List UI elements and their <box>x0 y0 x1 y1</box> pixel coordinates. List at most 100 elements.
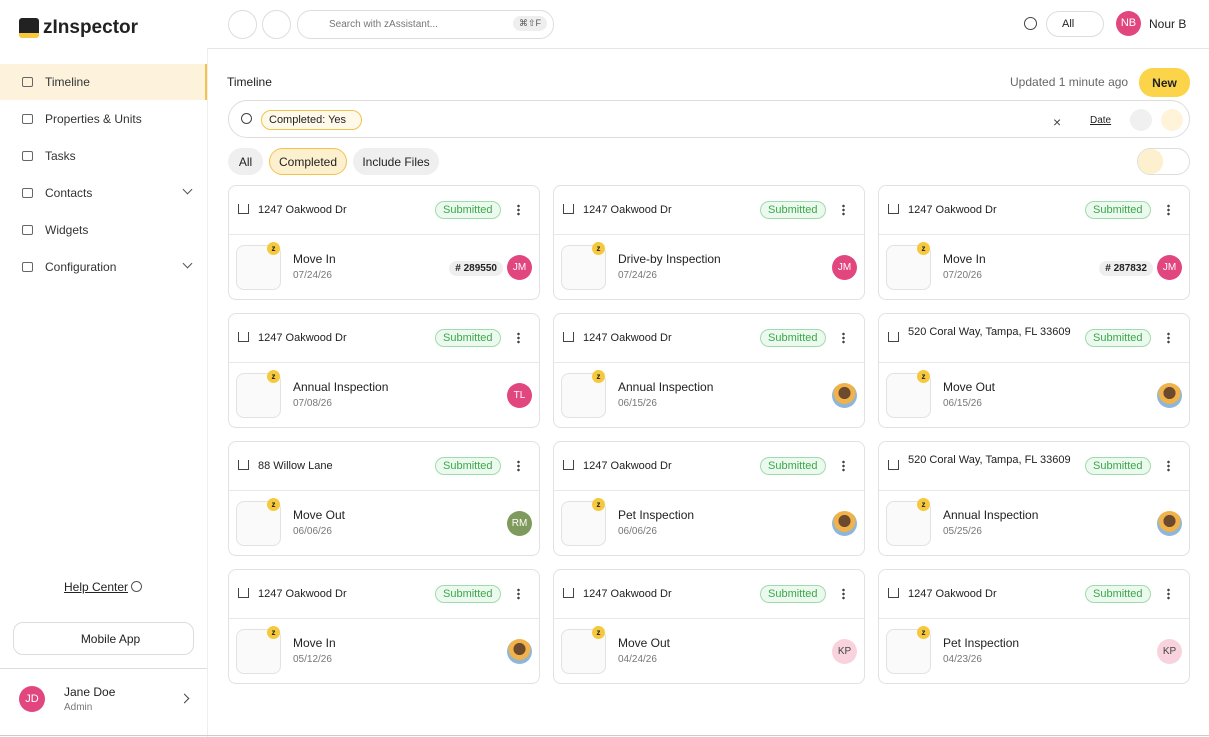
scope-select[interactable]: All <box>1046 11 1104 37</box>
clear-filters[interactable]: × <box>1053 114 1062 130</box>
card-header: 88 Willow Lane Submitted <box>229 442 539 491</box>
nav-item[interactable]: Timeline <box>0 64 207 100</box>
assignee-photo <box>1157 511 1182 536</box>
card[interactable]: 88 Willow Lane Submitted z Move Out 06/06/26… <box>228 441 540 556</box>
filter-chip[interactable]: Completed: Yes <box>261 110 362 130</box>
theme-toggle[interactable] <box>1024 17 1037 30</box>
more-menu[interactable] <box>517 588 520 600</box>
sidebar: zInspector Timeline Properties & Units Tas… <box>0 0 207 737</box>
home-button[interactable] <box>262 10 291 39</box>
nav-chevron <box>182 184 193 195</box>
nav-item[interactable]: Tasks <box>0 138 207 174</box>
user-chevron[interactable] <box>179 693 190 704</box>
address: 1247 Oakwood Dr <box>258 332 347 344</box>
card[interactable]: 1247 Oakwood Dr Submitted z Move In 05/12/26 <box>228 569 540 684</box>
inspection-date: 07/20/26 <box>943 270 982 281</box>
grid-view[interactable] <box>1138 149 1163 174</box>
settings-button[interactable] <box>1161 109 1183 131</box>
status: Submitted <box>1085 457 1151 475</box>
house-icon <box>563 332 574 342</box>
nav-item[interactable]: Properties & Units <box>0 101 207 137</box>
divider <box>0 668 207 669</box>
inspection-date: 04/24/26 <box>618 654 657 665</box>
sort-field[interactable]: Date <box>1090 115 1112 126</box>
nav-item[interactable]: Widgets <box>0 212 207 248</box>
status: Submitted <box>1085 329 1151 347</box>
nav-item[interactable]: Configuration <box>0 249 207 285</box>
house-icon <box>888 588 899 598</box>
z-badge: z <box>592 626 605 639</box>
more-menu[interactable] <box>517 332 520 344</box>
more-menu[interactable] <box>1167 460 1170 472</box>
new-button[interactable]: New <box>1139 68 1190 97</box>
inspection-title: Annual Inspection <box>618 380 714 394</box>
card[interactable]: 520 Coral Way, Tampa, FL 33609 Submitted z… <box>878 441 1190 556</box>
address: 1247 Oakwood Dr <box>258 588 347 600</box>
z-badge: z <box>267 370 280 383</box>
inspection-date: 07/24/26 <box>618 270 657 281</box>
card[interactable]: 1247 Oakwood Dr Submitted z Annual Inspecti… <box>553 313 865 428</box>
more-menu[interactable] <box>842 588 845 600</box>
card-header: 520 Coral Way, Tampa, FL 33609 Submitted <box>879 442 1189 491</box>
nav-icon <box>22 77 33 87</box>
card[interactable]: 1247 Oakwood Dr Submitted z Pet Inspection 0… <box>553 441 865 556</box>
more-menu[interactable] <box>842 204 845 216</box>
inspection-title: Move Out <box>618 636 671 650</box>
view-toggle[interactable] <box>1137 148 1190 175</box>
status: Submitted <box>760 329 826 347</box>
assignee-photo <box>832 511 857 536</box>
house-icon <box>888 460 899 470</box>
inspection-icon <box>561 629 606 674</box>
inspection-date: 06/06/26 <box>293 526 332 537</box>
top-avatar[interactable]: NB <box>1116 11 1141 36</box>
inspection-title: Annual Inspection <box>943 508 1039 522</box>
more-menu[interactable] <box>1167 332 1170 344</box>
card-header: 1247 Oakwood Dr Submitted <box>554 186 864 235</box>
page-title: Timeline <box>227 75 272 89</box>
status: Submitted <box>435 329 501 347</box>
card-header: 1247 Oakwood Dr Submitted <box>229 314 539 363</box>
tab[interactable]: Completed <box>269 148 347 175</box>
status: Submitted <box>1085 201 1151 219</box>
house-icon <box>238 332 249 342</box>
card[interactable]: 1247 Oakwood Dr Submitted z Drive-by Inspec… <box>553 185 865 300</box>
card[interactable]: 1247 Oakwood Dr Submitted z Move Out 04/24/2… <box>553 569 865 684</box>
user-role: Admin <box>64 702 93 713</box>
z-badge: z <box>267 626 280 639</box>
z-badge: z <box>592 242 605 255</box>
more-menu[interactable] <box>842 460 845 472</box>
more-menu[interactable] <box>842 332 845 344</box>
nav-item[interactable]: Contacts <box>0 175 207 211</box>
help-center[interactable]: Help Center <box>64 580 129 594</box>
more-menu[interactable] <box>517 204 520 216</box>
filter-search-icon <box>241 113 252 124</box>
mobile-app: Mobile App <box>80 631 141 646</box>
address: 1247 Oakwood Dr <box>908 588 997 600</box>
inspection-date: 06/15/26 <box>618 398 657 409</box>
house-icon <box>888 332 899 342</box>
z-badge: z <box>917 370 930 383</box>
address: 1247 Oakwood Dr <box>583 204 672 216</box>
inspection-date: 07/24/26 <box>293 270 332 281</box>
tab[interactable]: Include Files <box>353 148 439 175</box>
sort-button[interactable] <box>1130 109 1152 131</box>
mobile-app-button[interactable]: Mobile App <box>13 622 194 655</box>
more-menu[interactable] <box>517 460 520 472</box>
more-menu[interactable] <box>1167 588 1170 600</box>
z-badge: z <box>267 498 280 511</box>
card[interactable]: 1247 Oakwood Dr Submitted z Pet Inspection 0… <box>878 569 1190 684</box>
menu-button[interactable] <box>228 10 257 39</box>
card[interactable]: 1247 Oakwood Dr Submitted z Annual Inspecti… <box>228 313 540 428</box>
inspection-date: 06/06/26 <box>618 526 657 537</box>
address: 88 Willow Lane <box>258 460 333 472</box>
inspection-date: 04/23/26 <box>943 654 982 665</box>
more-menu[interactable] <box>1167 204 1170 216</box>
inspection-icon <box>561 373 606 418</box>
card[interactable]: 1247 Oakwood Dr Submitted z Move In 07/24/26… <box>228 185 540 300</box>
search-box[interactable]: Search with zAssistant... <box>297 10 554 39</box>
card[interactable]: 1247 Oakwood Dr Submitted z Move In 07/20/26… <box>878 185 1190 300</box>
card[interactable]: 520 Coral Way, Tampa, FL 33609 Submitted z… <box>878 313 1190 428</box>
card-header: 1247 Oakwood Dr Submitted <box>554 314 864 363</box>
tab[interactable]: All <box>228 148 263 175</box>
